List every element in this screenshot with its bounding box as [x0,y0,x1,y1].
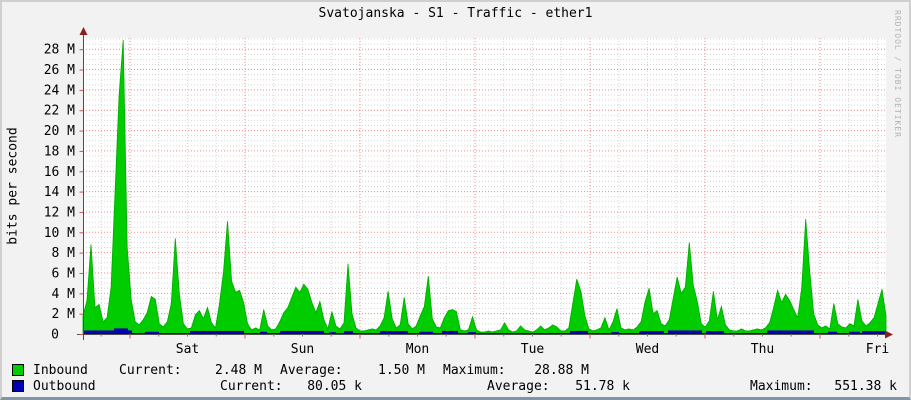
x-tick-label: Sun [291,342,314,357]
outbound-maximum-value: 551.38 k [834,379,897,394]
inbound-average-label: Average: [280,363,343,378]
y-tick-label: 14 M [44,185,75,200]
y-axis-title: bits per second [5,127,21,245]
y-tick-labels: 0 2 M 4 M 6 M 8 M 10 M 12 M 14 M 16 M 18 M 20 M 22 … [44,43,75,343]
outbound-average-value: 51.78 k [575,379,630,394]
outbound-area [83,328,886,334]
x-tick-label: Thu [751,342,774,357]
y-tick-label: 22 M [44,104,75,119]
x-tick-label: Wed [636,342,659,357]
y-tick-label: 16 M [44,165,75,180]
outbound-average-label: Average: [487,379,550,394]
inbound-current-value: 2.48 M [215,363,262,378]
rrdtool-watermark: RRDTOOL / TOBI OETIKER [893,10,902,138]
outbound-label: Outbound [33,379,96,394]
inbound-area [82,39,887,335]
inbound-maximum-value: 28.88 M [534,363,589,378]
inbound-average-value: 1.50 M [378,363,425,378]
outbound-current-value: 80.05 k [307,379,362,394]
graph-title: Svatojanska - S1 - Traffic - ether1 [318,6,593,21]
y-tick-label: 26 M [44,63,75,78]
y-tick-label: 24 M [44,83,75,98]
y-tick-label: 4 M [52,287,76,302]
x-tick-label: Sat [176,342,199,357]
y-tick-label: 12 M [44,205,75,220]
y-tick-label: 20 M [44,124,75,139]
y-tick-label: 0 [51,328,59,343]
outbound-maximum-label: Maximum: [750,379,813,394]
inbound-label: Inbound [33,363,88,378]
inbound-swatch-icon [12,364,24,376]
grid-major [83,38,886,334]
x-tick-label: Tue [521,342,545,357]
y-tick-label: 28 M [44,43,75,58]
x-tick-label: Mon [406,342,429,357]
axes [77,27,893,340]
y-tick-label: 8 M [52,246,76,261]
grid-minor [83,38,886,334]
outbound-current-label: Current: [220,379,283,394]
x-tick-label: Fri [866,342,889,357]
y-tick-label: 10 M [44,226,75,241]
x-tick-labels: Sat Sun Mon Tue Wed Thu Fri [176,342,889,357]
inbound-maximum-label: Maximum: [443,363,506,378]
inbound-current-label: Current: [119,363,182,378]
y-tick-label: 2 M [52,307,76,322]
y-tick-label: 6 M [52,266,76,281]
y-tick-label: 18 M [44,144,75,159]
plot-background [83,38,886,334]
outbound-swatch-icon [12,380,24,392]
